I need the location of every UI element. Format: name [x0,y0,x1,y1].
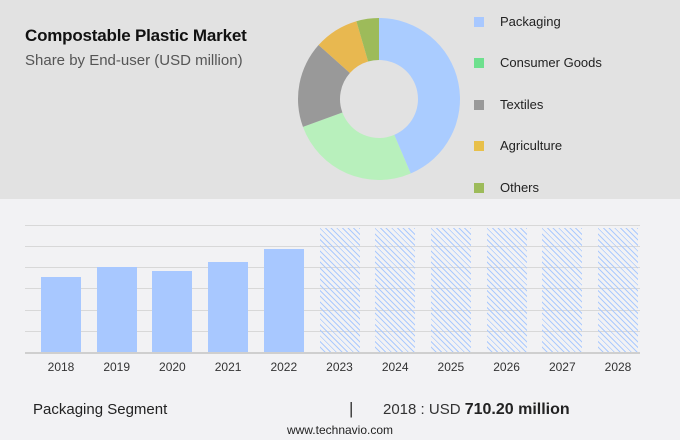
x-axis-label: 2027 [548,360,576,374]
bar-2021 [208,262,249,352]
legend-swatch-icon [474,99,484,110]
x-axis-label: 2020 [159,360,186,374]
forecast-bar [598,228,638,352]
forecast-bar [430,228,471,352]
forecast-bar [319,228,360,352]
x-axis-label: 2026 [493,360,520,374]
segment-value: 2018 : USD 710.20 million [383,401,570,418]
bar-chart: 2018 2019 2020 2021 2022 2023 2024 2025 2026 2027… [25,215,640,380]
legend-item-others: Others [474,180,539,195]
forecast-bar [375,228,416,352]
gridline [25,225,640,226]
legend-item-agriculture: Agriculture [474,138,562,153]
share-panel: Compostable Plastic Market Share by End-… [0,0,680,199]
x-axis-label: 2021 [214,360,242,374]
donut-chart [298,18,460,180]
donut-slice-consumer-goods [302,112,411,180]
bar-2019 [96,267,137,352]
separator: | [349,399,354,418]
donut-slice-packaging [379,18,460,174]
legend-item-packaging: Packaging [474,14,561,29]
donut-slice-agriculture [318,21,369,74]
bar-2022 [263,249,304,352]
x-axis-label: 2025 [437,360,465,374]
bar-2020 [152,271,193,352]
forecast-bar [542,228,583,352]
x-axis-label: 2018 [47,360,75,374]
donut-slice-others [356,18,379,62]
chart-title: Compostable Plastic Market [25,26,247,45]
bar-2018 [41,277,81,352]
legend-swatch-icon [474,182,484,193]
value-amount: 710.20 million [464,401,570,418]
source-url: www.technavio.com [286,423,394,437]
legend-swatch-icon [474,57,484,68]
x-axis-label: 2022 [270,360,298,374]
chart-subtitle: Share by End-user (USD million) [25,52,243,69]
legend-swatch-icon [474,16,484,27]
x-axis-label: 2024 [381,360,409,374]
legend-item-consumer-goods: Consumer Goods [474,55,602,70]
donut-slice-textiles [298,45,350,127]
legend-item-textiles: Textiles [474,97,543,112]
forecast-bar [486,228,527,352]
x-axis-label: 2028 [604,360,632,374]
legend-swatch-icon [474,140,484,151]
x-axis-baseline [25,352,640,354]
x-axis-label: 2023 [326,360,353,374]
x-axis-label: 2019 [103,360,131,374]
segment-label: Packaging Segment [33,401,168,418]
